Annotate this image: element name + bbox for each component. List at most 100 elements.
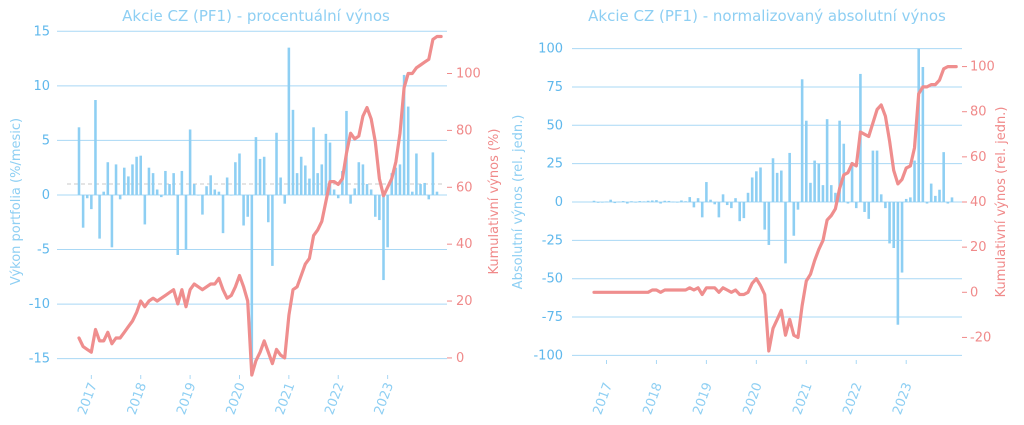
bar: [369, 189, 373, 195]
bar: [705, 182, 708, 202]
bar: [867, 202, 871, 219]
y-left-tick-label: -75: [542, 310, 563, 325]
bar: [763, 202, 766, 230]
bar: [817, 163, 821, 202]
y-left-axis-label: Absolutní výnos (rel. jedn.): [511, 115, 526, 290]
y-right-tick-label: 0: [456, 351, 464, 366]
bar: [106, 162, 110, 195]
y-left-tick-label: -25: [542, 233, 563, 248]
x-tick-label: 2017: [75, 381, 100, 417]
bar: [267, 194, 270, 223]
bar: [700, 202, 704, 218]
bar: [854, 202, 858, 209]
bar: [792, 202, 796, 236]
bar: [172, 173, 175, 195]
bar: [143, 194, 147, 225]
bar: [98, 194, 101, 239]
bar: [349, 194, 352, 204]
y-left-tick-label: -50: [542, 272, 563, 287]
x-tick-label: 2019: [690, 381, 715, 417]
y-left-tick-label: 25: [546, 157, 563, 172]
y-left-tick-label: -15: [29, 352, 50, 367]
y-right-tick-label: 80: [970, 105, 987, 120]
bar: [900, 202, 904, 273]
bar: [750, 177, 754, 202]
bar: [90, 194, 93, 210]
bar: [225, 177, 229, 195]
bar: [650, 200, 654, 202]
bar: [160, 194, 163, 198]
bar: [846, 202, 850, 204]
bar: [805, 120, 808, 202]
bar: [234, 162, 237, 195]
bar: [180, 170, 184, 195]
chart-title: Akcie CZ (PF1) - normalizovaný absolutní…: [588, 7, 946, 25]
bar: [299, 156, 303, 195]
bar: [353, 188, 356, 195]
bar: [221, 194, 225, 234]
bar: [842, 143, 846, 202]
bar: [201, 194, 204, 215]
y-right-tick-label: 80: [456, 123, 473, 138]
bar: [925, 202, 929, 204]
bar: [738, 202, 741, 222]
bar: [771, 158, 775, 202]
bar: [242, 194, 245, 226]
x-tick-label: 2018: [640, 381, 665, 417]
bar: [427, 194, 431, 200]
bar: [680, 200, 683, 202]
bar: [692, 202, 696, 208]
y-left-tick-label: 5: [42, 133, 50, 148]
x-tick-label: 2017: [590, 381, 615, 417]
bar: [250, 194, 254, 370]
bar: [402, 74, 406, 195]
bar: [382, 194, 385, 281]
bar: [312, 127, 315, 195]
bar: [258, 158, 262, 195]
bar: [780, 170, 783, 202]
bar: [896, 202, 900, 325]
bar: [423, 182, 426, 195]
bar: [102, 191, 105, 195]
bar: [262, 156, 266, 195]
bar: [131, 164, 134, 195]
bar: [415, 153, 418, 195]
y-right-axis-label: Kumulativní výnos (rel. jedn.): [994, 107, 1009, 298]
y-left-tick-label: 75: [546, 80, 563, 95]
bar: [788, 152, 791, 202]
bar: [721, 194, 725, 202]
bar: [209, 175, 212, 195]
bar: [601, 202, 604, 203]
bar: [213, 189, 217, 195]
x-tick-label: 2021: [790, 381, 815, 417]
y-right-tick-label: 0: [970, 285, 978, 300]
bar: [950, 197, 954, 202]
bar: [155, 189, 159, 195]
y-right-tick-label: -20: [970, 330, 991, 345]
bar: [834, 192, 837, 202]
bar: [767, 202, 771, 245]
y-right-tick-label: 60: [970, 150, 987, 165]
x-tick-label: 2020: [740, 381, 765, 417]
bar: [946, 202, 950, 204]
bar: [813, 160, 816, 202]
bar: [188, 129, 192, 195]
bar: [888, 202, 891, 244]
bar: [934, 195, 937, 202]
bar: [613, 202, 617, 204]
y-right-tick-label: 40: [970, 195, 987, 210]
bar: [217, 191, 221, 195]
bar: [713, 202, 717, 205]
bar: [663, 200, 667, 202]
x-tick-label: 2022: [322, 381, 347, 417]
bar: [609, 199, 612, 202]
y-left-tick-label: -100: [533, 348, 563, 363]
y-left-tick-label: 15: [33, 24, 50, 39]
bar: [332, 189, 336, 195]
bar: [921, 67, 925, 203]
bar: [621, 201, 625, 202]
bar: [386, 194, 389, 248]
bar: [709, 199, 712, 202]
y-right-tick-label: 100: [456, 67, 481, 82]
